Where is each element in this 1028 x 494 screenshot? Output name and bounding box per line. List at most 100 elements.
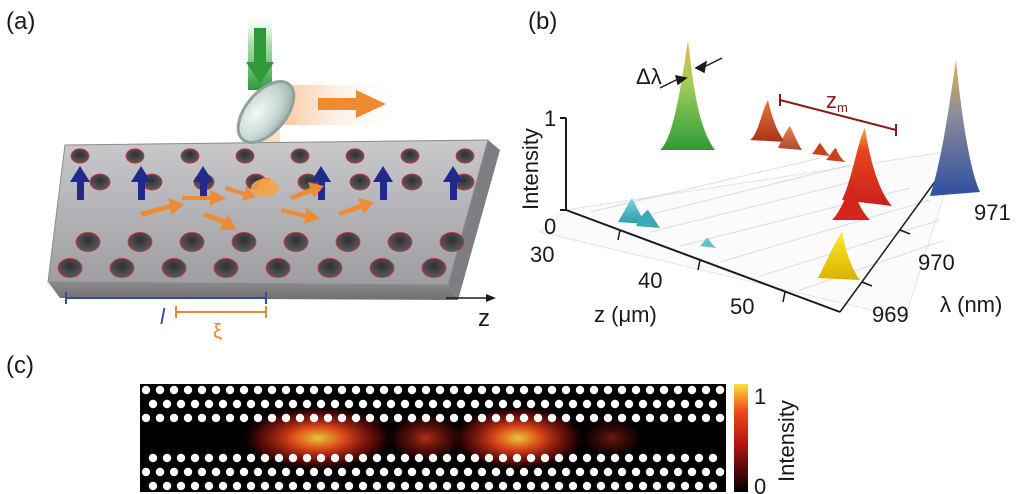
lattice-hole [449,385,459,395]
lambda-axis-label: λ (nm) [940,292,1002,317]
air-hole [70,148,90,164]
lattice-hole [673,385,683,395]
lattice-hole [141,467,151,477]
lattice-hole [162,399,172,409]
lattice-hole [512,453,522,463]
lattice-hole [575,467,585,477]
air-hole [283,231,309,252]
spectral-peaks [618,40,980,280]
z-axis-ticks [617,229,786,303]
air-hole [89,173,111,191]
lattice-hole [218,399,228,409]
z-axis-label: z [478,305,490,332]
lattice-hole [638,481,648,491]
zm-label: zm [826,88,848,115]
lattice-hole [708,453,718,463]
lattice-hole [659,413,669,423]
lattice-hole [197,413,207,423]
lattice-hole [526,481,536,491]
lattice-hole [673,467,683,477]
lattice-hole [337,467,347,477]
air-hole [317,257,343,278]
zm-bracket [779,94,897,136]
lattice-hole [183,385,193,395]
lattice-hole [638,399,648,409]
lattice-hole [526,453,536,463]
lattice-hole [568,481,578,491]
lattice-hole [526,399,536,409]
lattice-hole [204,399,214,409]
lattice-hole [344,399,354,409]
lattice-hole [246,453,256,463]
lattice-hole [582,481,592,491]
lattice-hole [575,413,585,423]
lattice-hole [442,399,452,409]
air-hole [290,148,310,164]
lattice-hole [652,481,662,491]
lattice-hole [260,399,270,409]
air-hole [401,173,423,191]
lattice-hole [281,413,291,423]
lattice-hole [358,453,368,463]
air-hole [335,231,361,252]
lattice-hole [708,399,718,409]
lattice-hole [239,385,249,395]
lattice-hole [232,481,242,491]
lattice-hole [463,467,473,477]
lattice-hole [218,453,228,463]
lattice-hole [386,481,396,491]
lattice-hole [267,467,277,477]
lattice-hole [337,385,347,395]
localized-mode-2 [386,412,466,464]
lattice-hole [554,399,564,409]
lattice-hole [176,399,186,409]
lattice-hole [148,453,158,463]
lattice-hole [407,467,417,477]
photonic-crystal-waveguide-schematic: l ξ z [47,10,500,340]
lattice-hole [547,413,557,423]
lattice-hole [540,453,550,463]
lattice-hole [498,481,508,491]
lattice-hole [400,399,410,409]
lattice-hole [435,413,445,423]
lattice-hole [204,481,214,491]
lattice-hole [309,413,319,423]
lattice-hole [540,399,550,409]
lattice-hole [638,453,648,463]
lattice-hole [645,467,655,477]
lattice-hole [484,453,494,463]
lattice-hole [197,385,207,395]
lattice-hole [463,413,473,423]
lattice-hole [246,481,256,491]
lattice-hole [533,413,543,423]
lattice-hole [239,413,249,423]
lattice-hole [379,467,389,477]
field-intensity-map: 1 0 Intensity [140,384,799,494]
lattice-hole [253,467,263,477]
length-l-label: l [160,304,166,329]
lattice-hole [302,399,312,409]
lattice-hole [715,467,725,477]
lattice-hole [631,385,641,395]
lattice-hole [666,481,676,491]
lattice-hole [554,453,564,463]
lattice-hole [400,481,410,491]
lattice-hole [190,399,200,409]
lattice-hole [519,385,529,395]
lattice-hole [288,481,298,491]
lattice-hole [701,467,711,477]
delta-lambda-label: Δλ [636,64,662,89]
lattice-hole [253,385,263,395]
lattice-hole [470,481,480,491]
lattice-hole [631,413,641,423]
lattice-hole [687,467,697,477]
lattice-hole [498,453,508,463]
lattice-hole [267,413,277,423]
lattice-hole [428,453,438,463]
lattice-hole [631,467,641,477]
lattice-hole [666,399,676,409]
lattice-hole [190,453,200,463]
air-hole [231,231,257,252]
lattice-hole [176,481,186,491]
slab-right-face [448,140,500,300]
